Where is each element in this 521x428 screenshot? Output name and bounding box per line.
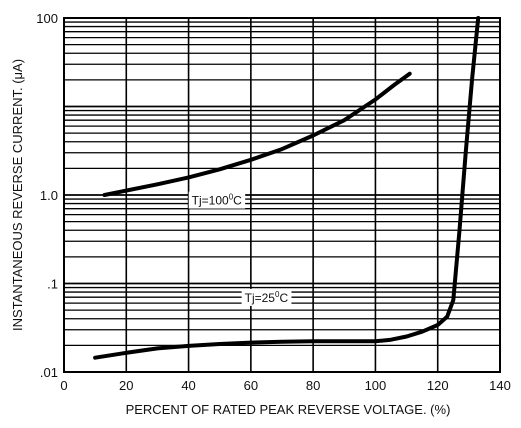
- series-label-text: Tj=1000C: [192, 193, 242, 208]
- y-tick-label: .1: [47, 277, 58, 292]
- y-axis-label: INSTANTANEOUS REVERSE CURRENT. (μA): [10, 59, 25, 331]
- y-tick-labels: .01 .1 1.0 100: [36, 11, 58, 380]
- y-tick-label: 100: [36, 11, 58, 26]
- y-tick-label: 1.0: [40, 188, 58, 203]
- x-tick-label: 100: [365, 378, 387, 393]
- plot-frame: [63, 17, 501, 373]
- series-label: Tj=1000C: [188, 191, 246, 209]
- x-tick-label: 120: [427, 378, 449, 393]
- x-tick-labels: 0 20 40 60 80 100 120 140: [60, 378, 510, 393]
- series-line: [102, 71, 412, 197]
- x-tick-label: 60: [244, 378, 258, 393]
- x-tick-label: 140: [489, 378, 511, 393]
- series-labels: Tj=1000C Tj=250C: [188, 191, 292, 306]
- series-lines: [93, 16, 481, 360]
- series-label: Tj=250C: [241, 288, 292, 306]
- x-tick-label: 80: [306, 378, 320, 393]
- series-line: [93, 16, 481, 360]
- series-label-bg: [241, 288, 292, 306]
- x-tick-label: 20: [119, 378, 133, 393]
- series-label-text: Tj=250C: [245, 290, 289, 305]
- grid: [64, 18, 500, 372]
- x-axis-label: PERCENT OF RATED PEAK REVERSE VOLTAGE. (…: [126, 402, 451, 417]
- y-tick-label: .01: [40, 365, 58, 380]
- series-label-bg: [188, 191, 246, 209]
- x-tick-label: 0: [60, 378, 67, 393]
- x-tick-label: 40: [181, 378, 195, 393]
